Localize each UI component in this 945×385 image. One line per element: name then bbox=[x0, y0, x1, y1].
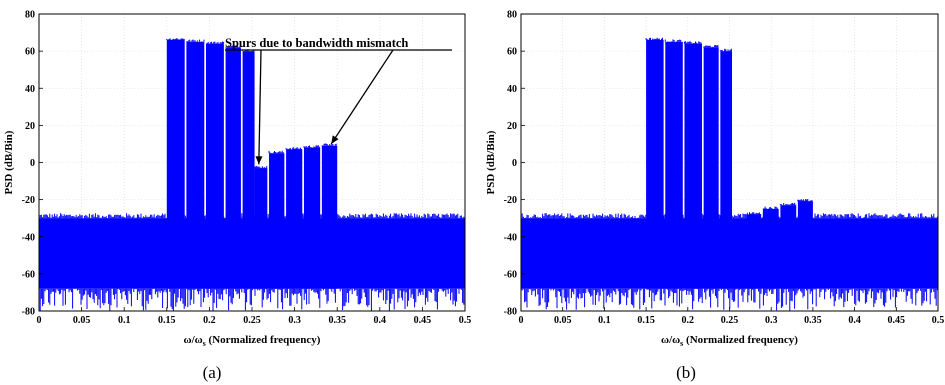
panel-b-signal-band-2-texture bbox=[664, 39, 682, 42]
panel-a-annotation-arrow-1 bbox=[258, 49, 262, 165]
panel-a-y-tick-label: 0 bbox=[30, 158, 35, 169]
panel-a-signal-band-2-texture bbox=[185, 39, 205, 42]
panel-a-signal-band-1 bbox=[166, 39, 185, 289]
panel-b-y-tick-label: 0 bbox=[512, 158, 517, 169]
panel-a-spur-2 bbox=[269, 153, 285, 289]
panel-a-y-tick-label: 80 bbox=[25, 10, 35, 21]
panel-a-x-axis-title: ω/ωs (Normalized frequency) bbox=[184, 334, 321, 348]
panel-b-y-tick-label: 40 bbox=[507, 84, 517, 95]
panel-b-y-tick-label: -40 bbox=[504, 232, 517, 243]
panel-a-spur-4 bbox=[303, 147, 321, 289]
panel-b-x-tick-label: 0.1 bbox=[598, 315, 611, 326]
panel-b: (b) 0 0.05 0.1 0.15 0.2 0.25 0.3 0.35 0.4 0.45 0.5… bbox=[485, 10, 944, 383]
panel-a-y-tick-label: -80 bbox=[22, 307, 35, 318]
panel-b-signal-band-5-texture bbox=[719, 48, 732, 52]
panel-b-spur-4 bbox=[780, 205, 797, 289]
panel-a-spur-2-texture bbox=[268, 150, 284, 154]
panel-a: (a) 0 0.05 0.1 0.15 0.2 0.25 0.3 0.35 0.4 0.45 0.5… bbox=[3, 10, 471, 383]
panel-b-x-tick-label: 0 bbox=[519, 315, 524, 326]
panel-a-y-tick-label: 60 bbox=[25, 47, 35, 58]
panel-b-x-tick-label: 0.2 bbox=[682, 315, 695, 326]
panel-b-spur-4-texture bbox=[779, 202, 797, 206]
panel-a-spur-5 bbox=[321, 145, 338, 289]
panel-a-x-tick-label: 0.1 bbox=[118, 315, 131, 326]
panel-a-label: (a) bbox=[203, 363, 222, 382]
panel-a-signal-band-4-texture bbox=[225, 45, 241, 48]
panel-b-label: (b) bbox=[676, 363, 696, 382]
panel-a-y-tick-label: -20 bbox=[22, 195, 35, 206]
panel-b-x-tick-label: 0.15 bbox=[637, 315, 655, 326]
panel-a-signal-band-4 bbox=[225, 47, 241, 289]
panel-b-spur-1-texture bbox=[731, 223, 745, 226]
panel-b-spur-1 bbox=[732, 225, 745, 289]
panel-a-y-axis-title: PSD (dB/Bin) bbox=[3, 130, 15, 194]
panel-a-annotation-arrowhead-2 bbox=[331, 135, 339, 144]
panel-b-signal-band-5 bbox=[720, 51, 733, 289]
panel-a-signal-band-3 bbox=[205, 43, 224, 289]
panel-b-x-axis-title: ω/ωs (Normalized frequency) bbox=[661, 334, 798, 348]
panel-b-x-tick-label: 0.4 bbox=[848, 315, 861, 326]
panel-b-y-tick-label: 60 bbox=[507, 47, 517, 58]
panel-a-x-tick-label: 0.05 bbox=[73, 315, 91, 326]
panel-b-spur-5 bbox=[797, 201, 813, 289]
panel-a-y-tick-label: -60 bbox=[22, 269, 35, 280]
panel-b-y-axis-title: PSD (dB/Bin) bbox=[485, 130, 497, 194]
panel-b-spur-5-texture bbox=[797, 199, 813, 202]
panel-a-y-tick-label: 20 bbox=[25, 121, 35, 132]
panel-a-annotation-arrow-2 bbox=[330, 49, 394, 145]
panel-a-y-tick-label: -40 bbox=[22, 232, 35, 243]
panel-b-signal-band-2 bbox=[665, 41, 683, 289]
panel-a-y-tick-label: 40 bbox=[25, 84, 35, 95]
panel-a-x-tick-label: 0.45 bbox=[414, 315, 432, 326]
panel-b-signal-band-4-texture bbox=[703, 45, 719, 48]
panel-a-x-tick-label: 0.2 bbox=[203, 315, 216, 326]
panel-a-spur-4-texture bbox=[303, 145, 320, 148]
panel-a-x-tick-label: 0.35 bbox=[328, 315, 346, 326]
panel-a-x-tick-label: 0.4 bbox=[374, 315, 387, 326]
panel-b-spur-3-texture bbox=[762, 206, 778, 209]
panel-b-signal-band-1 bbox=[646, 39, 664, 289]
panel-a-spur-1-texture bbox=[254, 165, 268, 169]
panel-b-signal-band-1-texture bbox=[645, 37, 664, 40]
panel-b-y-tick-label: -60 bbox=[504, 269, 517, 280]
panel-a-signal-band-3-texture bbox=[206, 41, 225, 44]
panel-b-y-tick-label: 20 bbox=[507, 121, 517, 132]
panel-a-spur-5-texture bbox=[321, 143, 337, 146]
panel-b-x-tick-label: 0.25 bbox=[721, 315, 739, 326]
panel-a-signal-band-1-texture bbox=[166, 38, 185, 40]
panel-b-x-tick-label: 0.05 bbox=[554, 315, 572, 326]
panel-a-x-tick-label: 0.15 bbox=[158, 315, 176, 326]
panel-a-spur-3-texture bbox=[285, 147, 302, 150]
panel-a-x-tick-label: 0.25 bbox=[243, 315, 261, 326]
panel-a-spur-3 bbox=[286, 149, 303, 289]
panel-b-spur-2-texture bbox=[745, 212, 761, 215]
panel-b-x-tick-label: 0.35 bbox=[804, 315, 822, 326]
panel-a-x-tick-label: 0.3 bbox=[288, 315, 301, 326]
panel-a-annotation-text: Spurs due to bandwidth mismatch bbox=[225, 36, 408, 50]
panel-b-spur-3 bbox=[762, 208, 779, 289]
panel-b-x-tick-label: 0.45 bbox=[888, 315, 906, 326]
panel-b-signal-band-3 bbox=[684, 43, 702, 289]
panel-a-spur-1 bbox=[254, 168, 268, 289]
panel-a-x-tick-label: 0.5 bbox=[459, 315, 472, 326]
panel-b-signal-band-4 bbox=[703, 47, 719, 289]
panel-b-y-tick-label: -20 bbox=[504, 195, 517, 206]
panel-b-spur-2 bbox=[746, 214, 762, 289]
panel-a-x-tick-label: 0 bbox=[37, 315, 42, 326]
panel-b-y-tick-label: -80 bbox=[504, 307, 517, 318]
panel-a-signal-band-2 bbox=[186, 41, 205, 289]
panel-b-y-tick-label: 80 bbox=[507, 10, 517, 21]
panel-b-x-tick-label: 0.3 bbox=[765, 315, 778, 326]
panel-a-annotation-arrowhead-1 bbox=[255, 156, 263, 165]
panel-b-signal-band-3-texture bbox=[684, 41, 702, 44]
panel-a-signal-band-5 bbox=[242, 51, 255, 289]
panel-b-x-tick-label: 0.5 bbox=[932, 315, 945, 326]
